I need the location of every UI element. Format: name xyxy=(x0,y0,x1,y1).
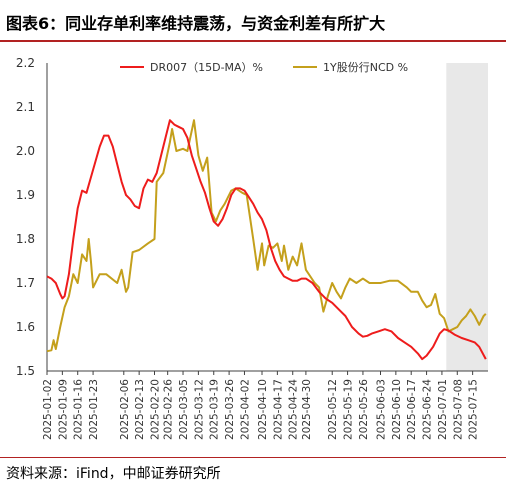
ncd-line xyxy=(46,119,487,353)
dr007-line xyxy=(46,119,487,361)
x-tick-label: 2025-06-17 xyxy=(406,379,418,440)
x-tick-label: 2025-03-12 xyxy=(193,379,205,440)
y-axis: 1.5 1.6 1.7 1.8 1.9 2.0 2.1 2.2 xyxy=(16,56,48,378)
x-tick-label: 2025-01-09 xyxy=(57,379,69,440)
y-tick-label: 1.5 xyxy=(16,364,35,378)
y-tick-label: 2.1 xyxy=(16,100,35,114)
x-tick-label: 2025-02-20 xyxy=(150,379,162,440)
x-tick-label: 2025-04-24 xyxy=(288,379,300,440)
shaded-region-group xyxy=(446,63,488,371)
x-tick-label: 2025-05-12 xyxy=(327,379,339,440)
x-tick-label: 2025-03-26 xyxy=(224,379,236,440)
y-tick-label: 1.8 xyxy=(16,232,35,246)
x-tick-label: 2025-01-23 xyxy=(88,379,100,440)
legend-dr007-label: DR007（15D-MA）% xyxy=(150,61,263,74)
source-note: 资料来源：iFind，中邮证券研究所 xyxy=(6,466,221,482)
shaded-region xyxy=(446,63,488,371)
line-chart: 1.51.61.71.81.92.02.12.2 2025-01-02 2025-… xyxy=(16,56,488,440)
chart-title: 图表6：同业存单利率维持震荡，与资金利差有所扩大 xyxy=(6,14,386,33)
x-tick-label: 2025-04-02 xyxy=(239,379,251,440)
x-tick-label: 2025-06-03 xyxy=(375,379,387,440)
x-tick-label: 2025-04-30 xyxy=(301,379,313,440)
x-tick-label: 2025-03-05 xyxy=(178,379,190,440)
x-tick-label: 2025-06-24 xyxy=(422,379,434,440)
y-tick-label: 1.6 xyxy=(16,320,35,334)
y-tick-label: 2.2 xyxy=(16,56,35,70)
series-lines xyxy=(46,119,487,361)
y-tick-label: 1.7 xyxy=(16,276,35,290)
title-rule xyxy=(0,40,506,42)
x-tick-label: 2025-01-16 xyxy=(73,379,85,440)
legend-ncd-label: 1Y股份行NCD % xyxy=(323,61,408,74)
legend: DR007（15D-MA）% 1Y股份行NCD % xyxy=(120,61,408,74)
x-tick-label: 2025-04-17 xyxy=(272,379,284,440)
source-rule xyxy=(0,457,506,458)
x-axis: 2025-01-02 2025-01-09 2025-01-16 2025-01-23… xyxy=(42,370,488,440)
y-tick-label: 1.9 xyxy=(16,188,35,202)
x-tick-label: 2025-05-26 xyxy=(358,379,370,440)
x-tick-label: 2025-02-06 xyxy=(119,379,131,440)
x-tick-label: 2025-04-10 xyxy=(257,379,269,440)
x-tick-label: 2025-03-19 xyxy=(209,379,221,440)
x-tick-label: 2025-07-15 xyxy=(468,379,480,440)
x-tick-label: 2025-06-10 xyxy=(391,379,403,440)
x-tick-label: 2025-01-02 xyxy=(42,379,54,440)
x-tick-label: 2025-02-26 xyxy=(163,379,175,440)
x-tick-label: 2025-07-08 xyxy=(452,379,464,440)
y-tick-label: 2.0 xyxy=(16,144,35,158)
x-tick-label: 2025-05-19 xyxy=(343,379,355,440)
x-tick-label: 2025-07-01 xyxy=(437,379,449,440)
x-tick-label: 2025-02-13 xyxy=(134,379,146,440)
